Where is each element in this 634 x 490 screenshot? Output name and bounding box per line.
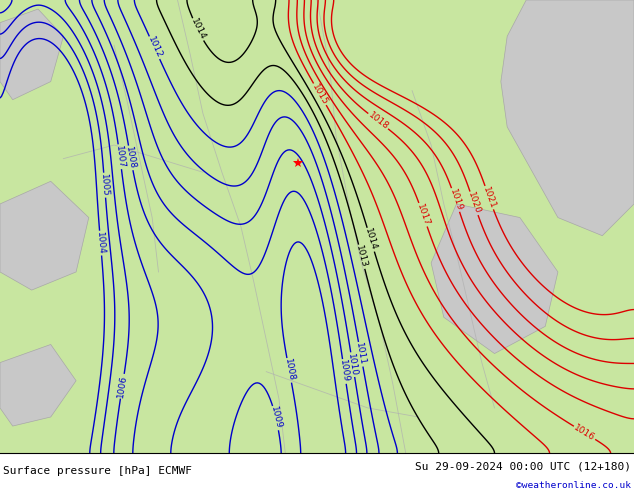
- Polygon shape: [431, 204, 558, 354]
- Text: Su 29-09-2024 00:00 UTC (12+180): Su 29-09-2024 00:00 UTC (12+180): [415, 462, 631, 471]
- Text: 1017: 1017: [415, 202, 431, 227]
- Text: 1013: 1013: [354, 245, 369, 269]
- Text: 1015: 1015: [310, 82, 330, 106]
- Text: 1009: 1009: [338, 360, 351, 384]
- Polygon shape: [0, 344, 76, 426]
- Text: 1009: 1009: [269, 406, 283, 430]
- Polygon shape: [501, 0, 634, 236]
- Text: ©weatheronline.co.uk: ©weatheronline.co.uk: [516, 481, 631, 490]
- Text: 1020: 1020: [466, 191, 482, 216]
- Text: 1014: 1014: [363, 227, 378, 252]
- Text: Surface pressure [hPa] ECMWF: Surface pressure [hPa] ECMWF: [3, 466, 192, 476]
- Text: 1012: 1012: [146, 35, 164, 60]
- Text: 1014: 1014: [189, 17, 207, 42]
- Polygon shape: [0, 9, 63, 100]
- Text: 1005: 1005: [100, 173, 110, 197]
- Text: 1019: 1019: [448, 188, 463, 212]
- Text: 1004: 1004: [95, 231, 106, 255]
- Text: 1006: 1006: [116, 374, 129, 398]
- Text: 1010: 1010: [346, 353, 359, 377]
- Text: 1016: 1016: [573, 423, 597, 442]
- Text: 1018: 1018: [366, 111, 390, 132]
- Polygon shape: [0, 181, 89, 290]
- Text: 1007: 1007: [114, 145, 126, 169]
- Text: 1008: 1008: [283, 358, 295, 383]
- Text: 1011: 1011: [354, 342, 367, 367]
- Text: 1021: 1021: [481, 185, 497, 210]
- Text: 1008: 1008: [124, 146, 137, 170]
